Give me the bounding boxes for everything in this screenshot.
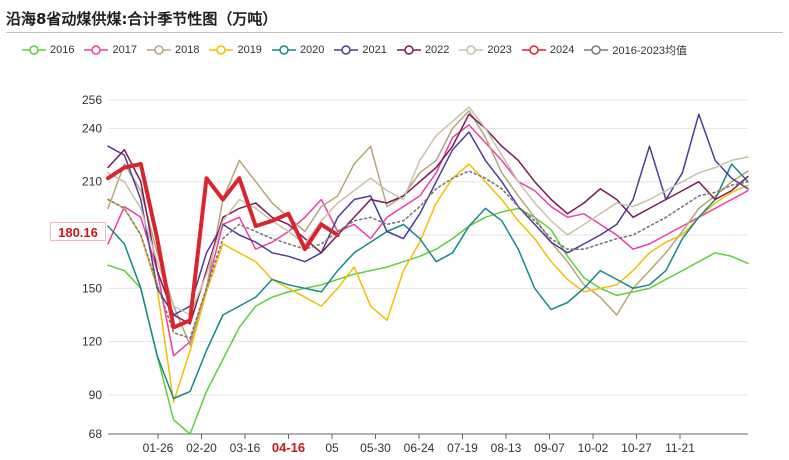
legend-label: 2016-2023均值 [612, 45, 687, 57]
legend-item-2023[interactable]: 2023 [459, 44, 512, 56]
series-line-2022 [107, 113, 749, 325]
legend-item-2017[interactable]: 2017 [84, 44, 137, 56]
legend-item-2019[interactable]: 2019 [209, 44, 262, 56]
y-tick-label: 90 [89, 388, 103, 402]
x-tick-label: 09-07 [534, 441, 565, 455]
y-tick-label: 120 [82, 335, 102, 349]
x-tick-label: 05 [325, 441, 339, 455]
legend-item-2016[interactable]: 2016 [22, 44, 74, 56]
y-tick-label: 210 [82, 175, 102, 189]
series-lines [106, 106, 749, 435]
legend-label: 2022 [424, 44, 450, 56]
legend-marker-icon [146, 45, 171, 55]
title-divider [6, 32, 783, 33]
x-tick-label: 11-21 [665, 441, 695, 455]
legend-label: 2018 [174, 44, 200, 56]
x-axis: 01-26 02-20 03-16 04-16 05 05-30 06-24 07-19 08-… [108, 433, 748, 455]
y-axis-ticks: 6890120150180210240256 [82, 93, 102, 441]
legend-label: 2020 [299, 44, 325, 56]
series-line-2024 [106, 162, 340, 330]
x-tick-label: 07-19 [447, 441, 478, 455]
legend-marker-icon [271, 45, 296, 55]
legend-label: 2017 [112, 44, 137, 56]
legend-item-2018[interactable]: 2018 [146, 44, 200, 56]
y-tick-label: 256 [82, 93, 102, 107]
legend-marker-icon [22, 45, 46, 55]
x-tick-label: 06-24 [404, 441, 435, 455]
current-value-label: 180.16 [50, 222, 106, 241]
y-tick-label: 150 [82, 281, 102, 295]
legend-marker-icon [521, 45, 546, 55]
series-line-2023 [107, 106, 749, 316]
chart-title: 沿海8省动煤供煤:合计季节性图（万吨） [6, 10, 278, 28]
legend-marker-icon [84, 45, 109, 55]
legend-item-2016-2023均值[interactable]: 2016-2023均值 [584, 42, 687, 58]
legend-marker-icon [209, 45, 234, 55]
y-tick-label: 68 [89, 427, 103, 441]
x-tick-label: 05-30 [360, 441, 391, 455]
legend-item-2022[interactable]: 2022 [396, 44, 450, 56]
series-line-2017 [107, 124, 749, 357]
series-line-2016 [107, 207, 749, 435]
series-line-2019 [107, 163, 749, 403]
legend-marker-icon [459, 45, 484, 55]
x-tick-label: 10-27 [621, 441, 652, 455]
legend-label: 2021 [362, 44, 387, 56]
x-tick-label: 03-16 [230, 441, 261, 455]
series-line-2016-2023均值 [107, 170, 749, 339]
x-tick-label: 08-13 [491, 441, 522, 455]
series-line-2018 [107, 109, 749, 346]
x-tick-label: 01-26 [143, 441, 174, 455]
x-tick-label: 10-02 [578, 441, 609, 455]
legend-marker-icon [584, 45, 609, 55]
legend-marker-icon [396, 45, 421, 55]
y-tick-label: 240 [82, 121, 102, 135]
legend-label: 2019 [237, 44, 262, 56]
legend-label: 2016 [50, 44, 75, 56]
x-tick-label-current: 04-16 [272, 440, 305, 455]
chart-legend: 2016 2017 2018 2019 2020 2021 2022 2023 2024 2016… [22, 40, 697, 60]
legend-marker-icon [334, 45, 359, 55]
legend-item-2020[interactable]: 2020 [271, 44, 325, 56]
legend-label: 2023 [487, 44, 512, 56]
x-tick-label: 02-20 [186, 441, 217, 455]
legend-item-2024[interactable]: 2024 [521, 44, 575, 56]
legend-label: 2024 [549, 44, 575, 56]
series-line-2020 [107, 163, 749, 400]
legend-item-2021[interactable]: 2021 [334, 44, 387, 56]
